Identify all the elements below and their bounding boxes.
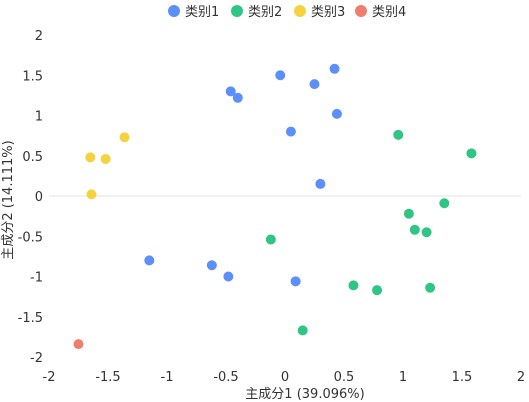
x-tick-label: 1.5 (452, 370, 473, 385)
y-tick-label: 1 (35, 110, 43, 125)
y-tick-label: 0.5 (22, 150, 43, 165)
x-tick-label: 2 (517, 370, 525, 385)
x-tick-label: -1.5 (95, 370, 120, 385)
legend-marker (294, 5, 306, 17)
scatter-point-series-1 (315, 178, 326, 189)
y-tick-label: 1.5 (22, 69, 43, 84)
x-tick-label: -2 (43, 370, 56, 385)
x-tick-label: 0 (281, 370, 289, 385)
legend-label: 类别4 (372, 5, 406, 20)
scatter-point-series-1 (309, 79, 320, 90)
legend-item-2[interactable]: 类别2 (231, 5, 282, 20)
scatter-point-series-3 (85, 152, 96, 163)
y-tick-label: 2 (35, 29, 43, 44)
y-tick-label: -0.5 (18, 230, 43, 245)
x-tick-label: -1 (161, 370, 174, 385)
x-axis-title: 主成分1 (39.096%) (245, 387, 364, 402)
scatter-point-series-2 (409, 224, 420, 235)
legend-marker (355, 5, 367, 17)
scatter-point-series-1 (329, 63, 340, 74)
legend-label: 类别2 (248, 5, 282, 20)
scatter-point-series-1 (144, 255, 155, 266)
scatter-point-series-2 (393, 129, 404, 140)
legend-item-3[interactable]: 类别3 (294, 5, 345, 20)
scatter-point-series-2 (439, 198, 450, 209)
x-tick-labels: -2 -1.5 -1 -0.5 0 0.5 1 1.5 2 (43, 370, 526, 385)
scatter-point-series-1 (225, 86, 236, 97)
scatter-point-series-1 (223, 271, 234, 282)
legend-marker (168, 5, 180, 17)
scatter-point-series-2 (425, 282, 436, 293)
scatter-point-series-1 (275, 70, 286, 81)
legend-label: 类别1 (185, 5, 219, 20)
scatter-point-series-3 (100, 153, 111, 164)
legend-item-4[interactable]: 类别4 (355, 5, 406, 20)
y-tick-label: -1 (30, 271, 43, 286)
scatter-point-series-2 (421, 227, 432, 238)
x-tick-label: 1 (399, 370, 407, 385)
y-tick-label: -1.5 (18, 311, 43, 326)
y-tick-labels: -2 -1.5 -1 -0.5 0 0.5 1 1.5 2 (18, 29, 43, 366)
y-axis-title: 主成分2 (14.111%) (1, 140, 16, 259)
scatter-point-series-3 (119, 132, 130, 143)
scatter-point-series-2 (297, 325, 308, 336)
scatter-point-series-2 (403, 208, 414, 219)
data-points (73, 63, 477, 350)
scatter-point-series-1 (285, 126, 296, 137)
scatter-point-series-2 (466, 148, 477, 159)
scatter-point-series-2 (372, 285, 383, 296)
legend-marker (231, 5, 243, 17)
scatter-point-series-4 (73, 339, 84, 350)
y-tick-label: 0 (35, 190, 43, 205)
legend-item-1[interactable]: 类别1 (168, 5, 219, 20)
scatter-point-series-2 (348, 280, 359, 291)
scatter-point-series-3 (86, 189, 97, 200)
scatter-point-series-1 (206, 260, 217, 271)
legend-label: 类别3 (311, 5, 345, 20)
legend: 类别1 类别2 类别3 类别4 (168, 5, 406, 20)
scatter-point-series-1 (232, 92, 243, 103)
x-tick-label: 0.5 (334, 370, 355, 385)
x-tick-label: -0.5 (213, 370, 238, 385)
y-tick-label: -2 (30, 351, 43, 366)
scatter-point-series-2 (265, 234, 276, 245)
scatter-point-series-1 (331, 108, 342, 119)
scatter-point-series-1 (290, 276, 301, 287)
